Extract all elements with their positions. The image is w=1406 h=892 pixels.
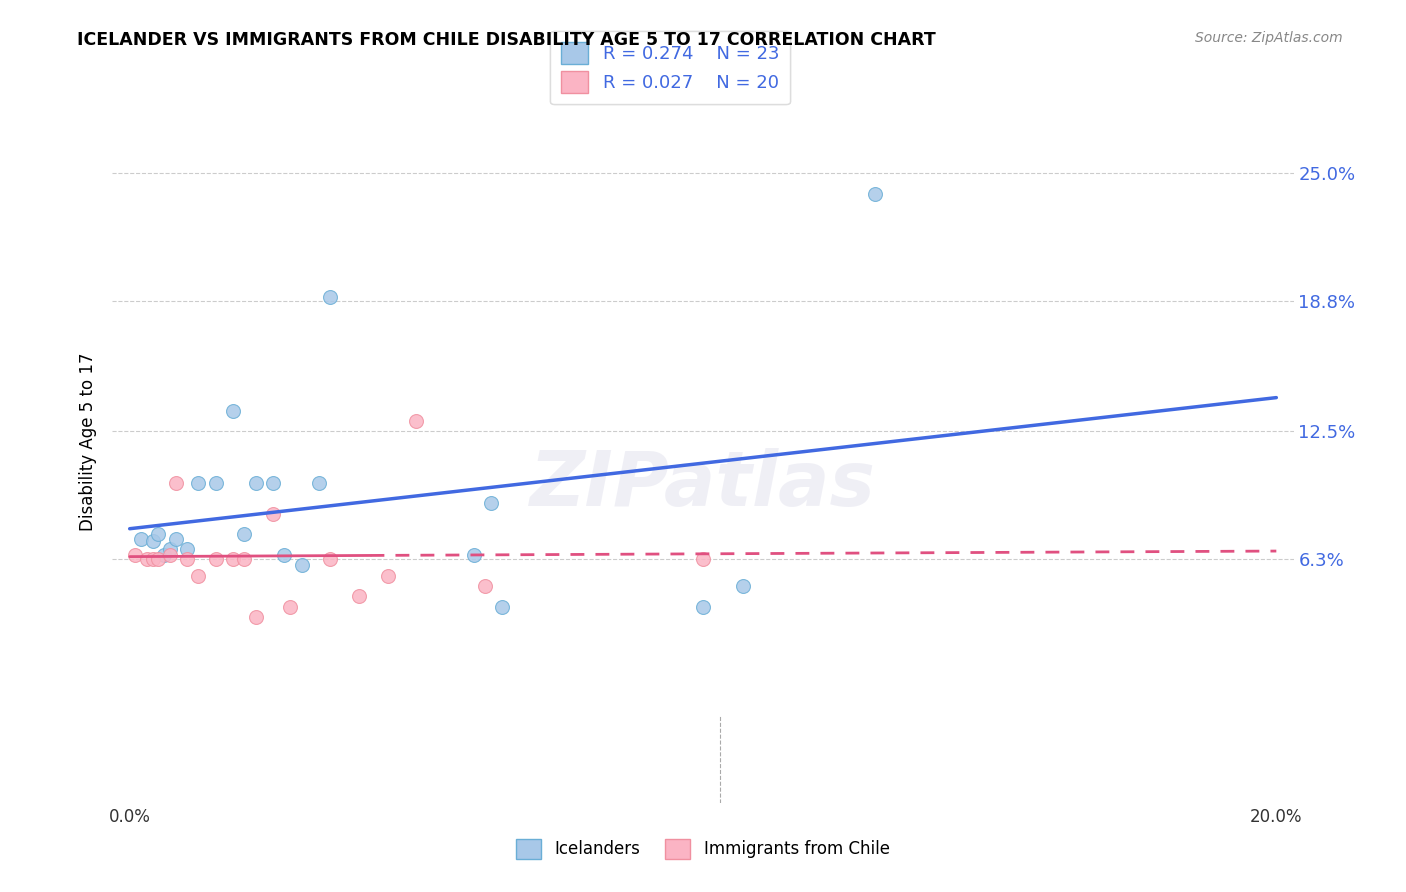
Point [347, 590, 370, 604]
Point [308, 475, 330, 490]
Point [245, 475, 267, 490]
Legend: Icelanders, Immigrants from Chile: Icelanders, Immigrants from Chile [509, 832, 897, 866]
Point [692, 599, 714, 614]
Point [319, 552, 342, 566]
Text: ZIPatlas: ZIPatlas [530, 448, 876, 522]
Point [187, 568, 209, 582]
Point [863, 186, 886, 201]
Point [233, 552, 256, 566]
Point [692, 552, 714, 566]
Point [733, 579, 755, 593]
Point [165, 475, 187, 490]
Point [222, 552, 245, 566]
Point [176, 541, 198, 556]
Point [479, 496, 502, 510]
Point [148, 552, 170, 566]
Text: Source: ZipAtlas.com: Source: ZipAtlas.com [1195, 31, 1343, 45]
Point [278, 599, 301, 614]
Point [159, 548, 181, 562]
Point [233, 527, 256, 541]
Point [222, 403, 245, 417]
Point [474, 579, 496, 593]
Point [204, 475, 226, 490]
Point [129, 532, 152, 546]
Point [153, 548, 176, 562]
Point [124, 548, 146, 562]
Text: ICELANDER VS IMMIGRANTS FROM CHILE DISABILITY AGE 5 TO 17 CORRELATION CHART: ICELANDER VS IMMIGRANTS FROM CHILE DISAB… [77, 31, 936, 49]
Point [245, 610, 267, 624]
Point [273, 548, 295, 562]
Point [291, 558, 314, 573]
Point [463, 548, 485, 562]
Point [159, 541, 181, 556]
Point [262, 507, 284, 521]
Point [142, 533, 165, 548]
Point [176, 552, 198, 566]
Point [319, 290, 342, 304]
Point [377, 568, 399, 582]
Point [187, 475, 209, 490]
Point [491, 599, 513, 614]
Point [262, 475, 284, 490]
Legend: R = 0.274    N = 23, R = 0.027    N = 20: R = 0.274 N = 23, R = 0.027 N = 20 [550, 31, 790, 104]
Point [142, 552, 165, 566]
Y-axis label: Disability Age 5 to 17: Disability Age 5 to 17 [79, 352, 97, 531]
Point [165, 532, 187, 546]
Point [148, 527, 170, 541]
Point [204, 552, 226, 566]
Point [405, 414, 427, 428]
Point [135, 552, 157, 566]
